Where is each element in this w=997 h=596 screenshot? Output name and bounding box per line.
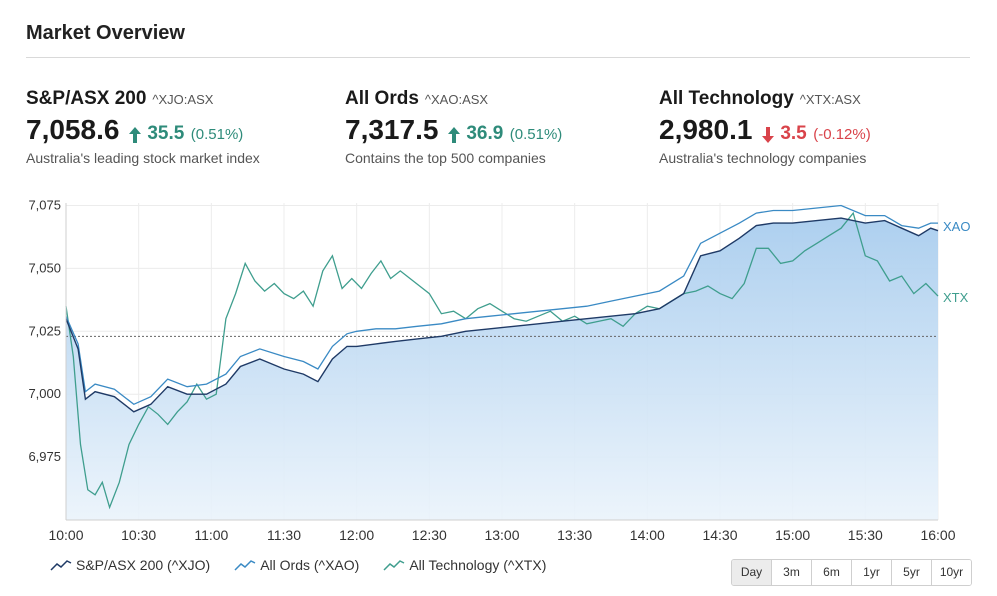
x-tick-label: 15:00 [775, 527, 810, 543]
range-button-6m[interactable]: 6m [811, 560, 851, 585]
index-card-xtx[interactable]: All Technology ^XTX:ASX 2,980.1 3.5 (-0.1… [659, 88, 871, 166]
end-label-xao: XAO [943, 219, 970, 234]
series-line-xtx[interactable] [65, 211, 939, 510]
series-line-icon [234, 560, 256, 571]
x-tick-label: 14:00 [630, 527, 665, 543]
end-label-xtx: XTX [943, 290, 969, 305]
range-button-10yr[interactable]: 10yr [931, 560, 971, 585]
legend-item-xjo[interactable]: S&P/ASX 200 (^XJO) [50, 557, 210, 573]
index-name: All Technology [659, 88, 794, 109]
x-tick-label: 10:30 [121, 527, 156, 543]
index-card-xao[interactable]: All Ords ^XAO:ASX 7,317.5 36.9 (0.51%) Co… [345, 88, 562, 166]
x-tick-label: 14:30 [702, 527, 737, 543]
chart-axes: 7,075 7,050 7,025 7,000 6,975 10:00 10:30 11:00… [28, 198, 955, 543]
index-change-percent: (-0.12%) [813, 126, 871, 143]
index-name: S&P/ASX 200 [26, 88, 147, 109]
x-tick-label: 16:00 [920, 527, 955, 543]
x-tick-label: 12:30 [412, 527, 447, 543]
legend-item-xao[interactable]: All Ords (^XAO) [234, 557, 359, 573]
x-tick-label: 15:30 [848, 527, 883, 543]
header-divider [26, 57, 970, 58]
price-chart[interactable]: 7,075 7,050 7,025 7,000 6,975 10:00 10:30 11:00… [0, 190, 997, 550]
index-code: ^XAO:ASX [424, 92, 489, 107]
index-value: 7,058.6 [26, 114, 120, 145]
x-tick-label: 12:00 [339, 527, 374, 543]
series-line-icon [50, 560, 72, 571]
index-value: 2,980.1 [659, 114, 753, 145]
x-tick-label: 13:30 [557, 527, 592, 543]
index-code: ^XJO:ASX [152, 92, 214, 107]
index-change: 35.5 [147, 123, 185, 144]
index-change: 3.5 [780, 123, 807, 144]
y-tick-label: 7,025 [28, 323, 61, 338]
range-button-day[interactable]: Day [732, 560, 771, 585]
series-line-icon [383, 560, 405, 571]
range-button-5yr[interactable]: 5yr [891, 560, 931, 585]
index-description: Australia's leading stock market index [26, 150, 260, 166]
index-name: All Ords [345, 88, 419, 109]
legend-label: All Technology (^XTX) [409, 557, 547, 573]
index-change-percent: (0.51%) [190, 126, 244, 143]
time-range-selector: Day 3m 6m 1yr 5yr 10yr [731, 559, 972, 586]
arrow-down-icon [761, 126, 774, 143]
legend-item-xtx[interactable]: All Technology (^XTX) [383, 557, 546, 573]
index-description: Australia's technology companies [659, 150, 867, 166]
page-title: Market Overview [26, 22, 185, 44]
index-description: Contains the top 500 companies [345, 150, 546, 166]
y-tick-label: 6,975 [28, 449, 61, 464]
x-tick-label: 11:00 [194, 527, 228, 543]
index-value: 7,317.5 [345, 114, 439, 145]
arrow-up-icon [128, 126, 141, 143]
arrow-up-icon [447, 126, 460, 143]
legend-label: S&P/ASX 200 (^XJO) [76, 557, 211, 573]
series-line-xjo[interactable] [65, 217, 939, 413]
index-change: 36.9 [466, 123, 504, 144]
index-change-percent: (0.51%) [509, 126, 563, 143]
y-tick-label: 7,000 [28, 386, 61, 401]
x-tick-label: 13:00 [484, 527, 519, 543]
legend-label: All Ords (^XAO) [260, 557, 360, 573]
chart-legend: S&P/ASX 200 (^XJO) All Ords (^XAO) All T… [50, 557, 546, 573]
index-card-xjo[interactable]: S&P/ASX 200 ^XJO:ASX 7,058.6 35.5 (0.51%)… [26, 88, 260, 166]
range-button-3m[interactable]: 3m [771, 560, 811, 585]
range-button-1yr[interactable]: 1yr [851, 560, 891, 585]
index-code: ^XTX:ASX [799, 92, 861, 107]
y-tick-label: 7,075 [28, 198, 61, 213]
series-line-xao[interactable] [65, 204, 938, 406]
x-tick-label: 11:30 [267, 527, 301, 543]
y-tick-label: 7,050 [28, 260, 61, 275]
x-tick-label: 10:00 [48, 527, 83, 543]
